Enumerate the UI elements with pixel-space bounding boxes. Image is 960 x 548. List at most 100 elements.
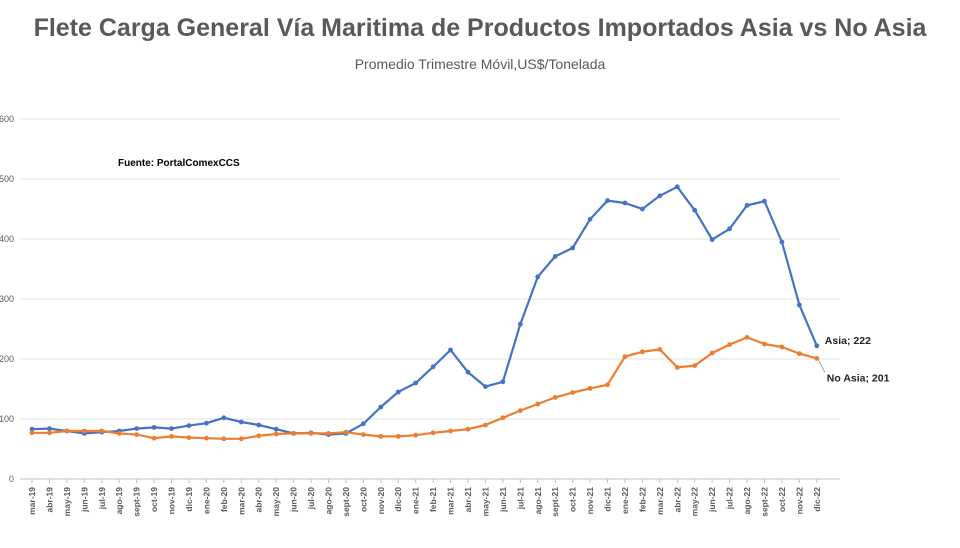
x-tick-label: nov-19	[167, 487, 177, 515]
data-point	[169, 434, 174, 439]
x-tick-label: mar-20	[236, 487, 246, 515]
data-point	[273, 426, 279, 432]
data-point	[395, 434, 401, 439]
x-tick-label: abr-21	[463, 487, 473, 513]
data-point	[99, 428, 105, 434]
data-point	[448, 347, 453, 353]
data-point	[692, 363, 698, 368]
x-tick-label: jul-21	[515, 487, 525, 510]
x-tick-label: dic-20	[393, 487, 403, 512]
x-tick-label: ago-19	[114, 487, 124, 515]
x-tick-label: sept-19	[132, 487, 142, 517]
x-tick-label: ago-21	[533, 487, 543, 515]
data-point	[605, 382, 610, 388]
x-tick-label: feb-22	[637, 487, 647, 512]
x-tick-label: ago-22	[742, 487, 752, 515]
x-tick-label: dic-21	[603, 487, 613, 512]
data-point	[657, 347, 663, 352]
data-point	[692, 207, 698, 213]
data-point	[500, 415, 506, 421]
data-point	[622, 200, 628, 206]
annotation-no-asia: No Asia; 201	[827, 372, 890, 384]
data-point	[674, 365, 680, 370]
data-point	[762, 198, 767, 204]
data-point	[64, 428, 70, 434]
data-point	[186, 435, 192, 440]
data-point	[552, 395, 558, 400]
x-tick-label: sept-21	[550, 487, 560, 517]
x-tick-label: may-20	[271, 487, 281, 517]
x-tick-label: abr-19	[44, 487, 54, 513]
data-point	[622, 354, 628, 359]
data-point	[47, 426, 52, 431]
x-tick-label: jul-22	[725, 487, 735, 510]
data-point	[221, 415, 227, 421]
data-point	[151, 435, 157, 441]
data-point	[762, 341, 767, 347]
data-point	[430, 364, 436, 370]
x-tick-label: oct-21	[568, 487, 578, 512]
data-point	[517, 321, 523, 327]
data-point	[273, 431, 279, 437]
x-tick-label: jun-19	[79, 487, 89, 513]
x-tick-label: jul-19	[97, 487, 107, 510]
data-point	[134, 426, 140, 431]
data-point	[29, 430, 35, 436]
x-tick-label: dic-19	[184, 487, 194, 512]
data-point	[47, 430, 52, 436]
data-point	[587, 216, 593, 222]
data-point	[709, 237, 715, 243]
data-point	[640, 206, 645, 212]
data-point	[709, 350, 715, 356]
data-point	[221, 436, 227, 442]
data-point	[814, 343, 820, 349]
data-point	[430, 430, 436, 436]
x-tick-label: oct-19	[149, 487, 159, 512]
data-point	[796, 302, 802, 308]
x-tick-label: ago-20	[323, 487, 333, 515]
data-point	[360, 432, 366, 437]
data-point	[796, 351, 802, 356]
y-tick-label: 600	[0, 114, 14, 124]
source-note: Fuente: PortalComexCCS	[118, 158, 240, 169]
data-point	[744, 335, 750, 340]
data-point	[238, 419, 244, 425]
x-tick-label: ene-20	[201, 487, 211, 514]
data-point	[395, 389, 401, 395]
data-point	[674, 184, 680, 190]
annotation-leader	[818, 360, 826, 373]
data-point	[465, 426, 471, 432]
data-point	[360, 421, 366, 427]
data-point	[134, 432, 140, 437]
x-tick-label: may-21	[480, 487, 490, 517]
x-tick-label: may-22	[690, 487, 700, 517]
x-tick-label: jun-22	[707, 487, 717, 513]
x-tick-label: dic-22	[812, 487, 822, 512]
data-point	[448, 428, 453, 434]
x-tick-label: may-19	[62, 487, 72, 517]
data-point	[535, 274, 541, 280]
x-tick-label: feb-21	[428, 487, 438, 512]
data-point	[378, 404, 384, 410]
x-tick-label: mar-21	[446, 487, 456, 515]
data-point	[483, 384, 488, 389]
y-tick-label: 200	[0, 354, 14, 364]
chart-title: Flete Carga General Vía Maritima de Prod…	[33, 14, 927, 42]
x-tick-label: abr-20	[254, 487, 264, 513]
data-point	[570, 390, 576, 395]
chart-subtitle: Promedio Trimestre Móvil,US$/Tonelada	[354, 56, 606, 72]
y-tick-label: 500	[0, 174, 14, 184]
data-point	[535, 401, 541, 407]
data-point	[727, 342, 732, 347]
data-point	[413, 380, 419, 386]
x-tick-label: ene-21	[411, 487, 421, 514]
x-tick-label: oct-20	[358, 487, 368, 512]
data-point	[587, 386, 593, 391]
data-point	[605, 198, 610, 204]
data-point	[186, 423, 192, 428]
data-point	[151, 425, 157, 430]
data-point	[657, 193, 663, 199]
x-tick-label: oct-22	[777, 487, 787, 512]
x-tick-label: mar-19	[27, 487, 37, 515]
